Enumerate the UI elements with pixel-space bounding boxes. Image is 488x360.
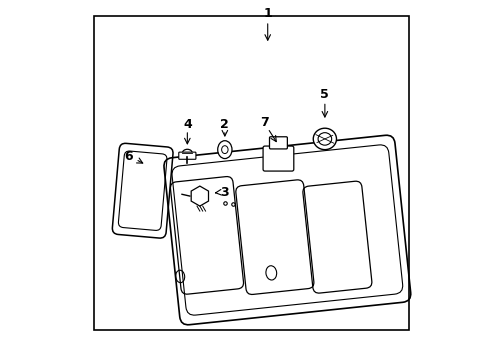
FancyBboxPatch shape — [263, 146, 293, 171]
Text: 2: 2 — [220, 118, 229, 131]
FancyBboxPatch shape — [179, 152, 196, 159]
Bar — [94, 16, 408, 330]
Text: 4: 4 — [183, 118, 191, 131]
Text: 5: 5 — [320, 88, 328, 101]
Ellipse shape — [217, 141, 231, 158]
FancyBboxPatch shape — [269, 137, 287, 149]
Ellipse shape — [313, 128, 336, 150]
Ellipse shape — [182, 149, 192, 157]
Text: 7: 7 — [259, 116, 268, 129]
Text: 6: 6 — [124, 150, 132, 163]
Text: 1: 1 — [263, 8, 271, 21]
Text: 3: 3 — [220, 186, 229, 199]
